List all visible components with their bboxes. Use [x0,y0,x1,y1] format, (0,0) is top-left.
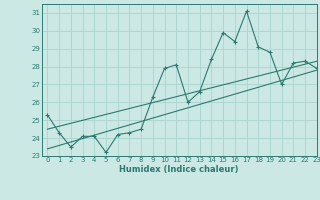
X-axis label: Humidex (Indice chaleur): Humidex (Indice chaleur) [119,165,239,174]
